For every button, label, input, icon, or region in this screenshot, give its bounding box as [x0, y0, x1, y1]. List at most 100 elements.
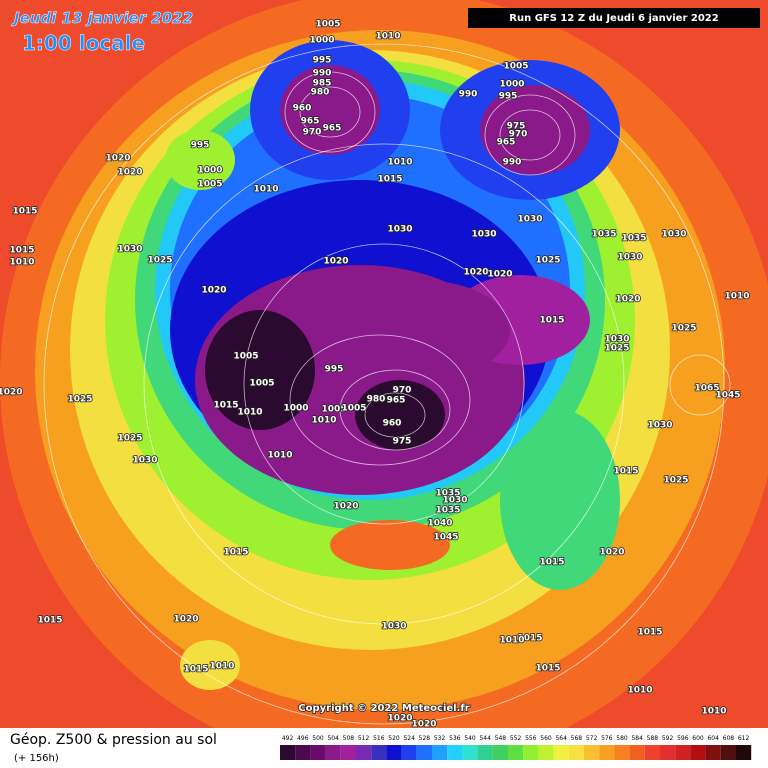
- colorbar-cell: [280, 745, 296, 760]
- colorbar-cell: [629, 745, 645, 760]
- pressure-label: 1030: [517, 215, 542, 225]
- colorbar-label: 496: [297, 735, 309, 742]
- pressure-label: 1015: [539, 558, 564, 568]
- pressure-label: 1010: [387, 158, 412, 168]
- pressure-label: 1010: [375, 32, 400, 42]
- colorbar-label: 552: [510, 735, 522, 742]
- pressure-label: 1020: [117, 168, 142, 178]
- colorbar-label: 588: [647, 735, 659, 742]
- colorbar-cell: [340, 745, 356, 760]
- colorbar-cell: [660, 745, 676, 760]
- colorbar-label: 556: [525, 735, 537, 742]
- pressure-label: 970: [393, 386, 412, 396]
- colorbar-cell: [356, 745, 372, 760]
- pressure-label: 1015: [613, 467, 638, 477]
- colorbar-label: 504: [327, 735, 339, 742]
- pressure-label: 1045: [715, 391, 740, 401]
- colorbar-label: 564: [555, 735, 567, 742]
- pressure-label: 1020: [599, 548, 624, 558]
- date: Jeudi 13 janvier 2022: [11, 9, 193, 27]
- pressure-label: 1005: [503, 62, 528, 72]
- copyright: Copyright © 2022 Meteociel.fr: [298, 703, 469, 714]
- pressure-label: 1020: [411, 720, 436, 730]
- colorbar-label: 524: [403, 735, 415, 742]
- pressure-label: 965: [387, 396, 406, 406]
- pressure-label: 1035: [621, 234, 646, 244]
- colorbar-label: 532: [434, 735, 446, 742]
- colorbar-cell: [675, 745, 691, 760]
- colorbar-label: 584: [631, 735, 643, 742]
- colorbar-label: 608: [723, 735, 735, 742]
- colorbar-cell: [736, 745, 752, 760]
- colorbar-cell: [477, 745, 493, 760]
- pressure-label: 1030: [381, 622, 406, 632]
- footer-lead: (+ 156h): [14, 753, 59, 764]
- colorbar-label: 596: [677, 735, 689, 742]
- pressure-label: 1005: [315, 20, 340, 30]
- colorbar-label: 548: [495, 735, 507, 742]
- pressure-label: 970: [509, 130, 528, 140]
- pressure-label: 1005: [197, 180, 222, 190]
- pressure-label: 960: [293, 104, 312, 114]
- colorbar-cell: [568, 745, 584, 760]
- pressure-label: 1015: [223, 548, 248, 558]
- colorbar-cell: [492, 745, 508, 760]
- colorbar-cell: [462, 745, 478, 760]
- colorbar-cell: [705, 745, 721, 760]
- pressure-label: 1020: [333, 502, 358, 512]
- colorbar-label: 492: [282, 735, 294, 742]
- pressure-label: 1010: [701, 707, 726, 717]
- pressure-label: 960: [383, 419, 402, 429]
- pressure-label: 990: [313, 69, 332, 79]
- pressure-label: 1020: [463, 268, 488, 278]
- pressure-label: 1035: [591, 230, 616, 240]
- pressure-label: 1015: [637, 628, 662, 638]
- pressure-label: 1035: [435, 489, 460, 499]
- colorbar-cell: [538, 745, 554, 760]
- pressure-label: 1015: [517, 634, 542, 644]
- pressure-label: 1025: [663, 476, 688, 486]
- colorbar-label: 536: [449, 735, 461, 742]
- pressure-label: 1020: [387, 714, 412, 724]
- pressure-label: 1005: [233, 352, 258, 362]
- colorbar-cell: [584, 745, 600, 760]
- colorbar-cell: [386, 745, 402, 760]
- pressure-label: 1020: [201, 286, 226, 296]
- colorbar-label: 528: [419, 735, 431, 742]
- pressure-label: 1010: [237, 408, 262, 418]
- colorbar-cell: [644, 745, 660, 760]
- colorbar-cell: [371, 745, 387, 760]
- pressure-label: 1010: [499, 636, 524, 646]
- pressure-label: 1005: [321, 405, 346, 415]
- pressure-label: 1020: [0, 388, 23, 398]
- pressure-label: 1000: [309, 36, 334, 46]
- colorbar-label: 508: [343, 735, 355, 742]
- pressure-label: 1020: [323, 257, 348, 267]
- pressure-label: 1045: [433, 533, 458, 543]
- pressure-label: 995: [325, 365, 344, 375]
- pressure-label: 1010: [311, 416, 336, 426]
- pressure-label: 1035: [435, 506, 460, 516]
- colorbar-cell: [720, 745, 736, 760]
- colorbar-label: 612: [738, 735, 750, 742]
- pressure-label: 1020: [173, 615, 198, 625]
- pressure-label: 1010: [267, 451, 292, 461]
- pressure-label: 990: [459, 90, 478, 100]
- colorbar-cell: [295, 745, 311, 760]
- pressure-label: 965: [497, 138, 516, 148]
- pressure-label: 1065: [694, 384, 719, 394]
- pressure-label: 1030: [647, 421, 672, 431]
- pressure-label: 980: [367, 395, 386, 405]
- colorbar-label: 580: [616, 735, 628, 742]
- run-info: Run GFS 12 Z du Jeudi 6 janvier 2022: [509, 13, 718, 24]
- pressure-label: 1005: [249, 379, 274, 389]
- run-box: [468, 8, 760, 28]
- pressure-label: 1015: [9, 246, 34, 256]
- pressure-label: 970: [303, 128, 322, 138]
- colorbar-label: 520: [388, 735, 400, 742]
- pressure-label: 1020: [487, 270, 512, 280]
- pressure-label: 1030: [442, 496, 467, 506]
